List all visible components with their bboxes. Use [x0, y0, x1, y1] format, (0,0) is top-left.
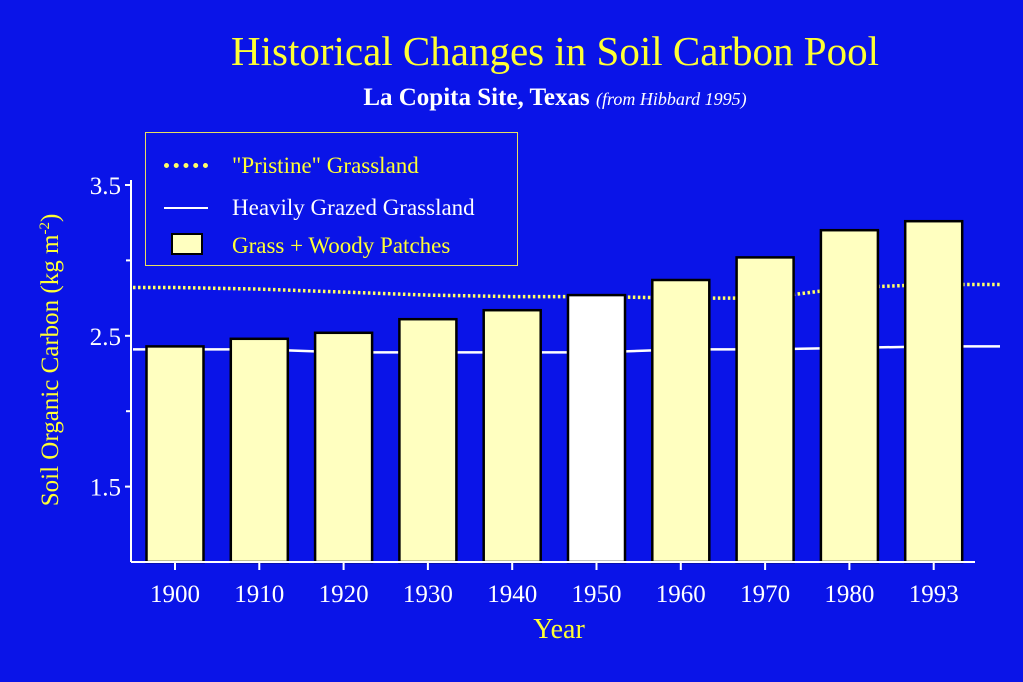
bar-1960 — [651, 278, 711, 564]
bar-1980 — [819, 228, 880, 564]
legend-swatch-line — [164, 207, 208, 209]
legend-item-grazed: Heavily Grazed Grassland — [146, 189, 517, 223]
legend: "Pristine" Grassland Heavily Grazed Gras… — [145, 132, 518, 266]
legend-swatch-dotted — [164, 163, 208, 168]
subtitle-site: La Copita Site, Texas — [363, 84, 590, 111]
axes — [125, 180, 975, 570]
bar-1910 — [229, 337, 290, 564]
x-tick-label-1980: 1980 — [824, 581, 874, 608]
bars — [145, 219, 964, 564]
x-tick-label-1970: 1970 — [740, 581, 790, 608]
x-tick-label-1940: 1940 — [487, 581, 537, 608]
bar-1920 — [313, 331, 374, 564]
y-tick-label-3.5: 3.5 — [90, 173, 121, 200]
x-tick-label-1900: 1900 — [150, 581, 200, 608]
bar-1900 — [145, 345, 205, 564]
y-axis-label-exponent: -2 — [36, 222, 53, 235]
y-axis-label-main: Soil Organic Carbon (kg m — [37, 234, 65, 507]
x-tick-label-1960: 1960 — [656, 581, 706, 608]
legend-label-grazed: Heavily Grazed Grassland — [232, 195, 475, 220]
legend-swatch-box — [171, 233, 203, 255]
x-tick-label-1930: 1930 — [403, 581, 453, 608]
x-tick-label-1920: 1920 — [319, 581, 369, 608]
y-axis-label-end: ) — [37, 213, 65, 223]
legend-label-woody: Grass + Woody Patches — [232, 233, 451, 258]
bar-1930 — [398, 317, 458, 564]
chart-title: Historical Changes in Soil Carbon Pool — [231, 28, 879, 74]
legend-item-pristine: "Pristine" Grassland — [146, 147, 517, 181]
y-tick-label-2.5: 2.5 — [90, 324, 121, 351]
x-tick-label-1950: 1950 — [572, 581, 622, 608]
subtitle-source: (from Hibbard 1995) — [596, 89, 747, 109]
bar-1940 — [482, 308, 542, 564]
y-tick-label-1.5: 1.5 — [90, 475, 121, 502]
tick-labels: 3.5 2.5 1.5 1900 1910 1920 1930 1940 1950 1960 197… — [90, 173, 959, 645]
bar-1950 — [566, 293, 627, 564]
x-tick-label-1910: 1910 — [234, 581, 284, 608]
bar-1970 — [735, 256, 795, 564]
x-tick-label-1993: 1993 — [909, 581, 959, 608]
chart-subtitle: La Copita Site, Texas (from Hibbard 1995… — [0, 84, 1023, 112]
legend-label-pristine: "Pristine" Grassland — [232, 153, 419, 178]
bar-1993 — [903, 219, 964, 564]
y-axis-label: Soil Organic Carbon (kg m-2) — [37, 214, 65, 507]
x-axis-label: Year — [533, 614, 585, 645]
legend-item-woody: Grass + Woody Patches — [146, 227, 517, 261]
